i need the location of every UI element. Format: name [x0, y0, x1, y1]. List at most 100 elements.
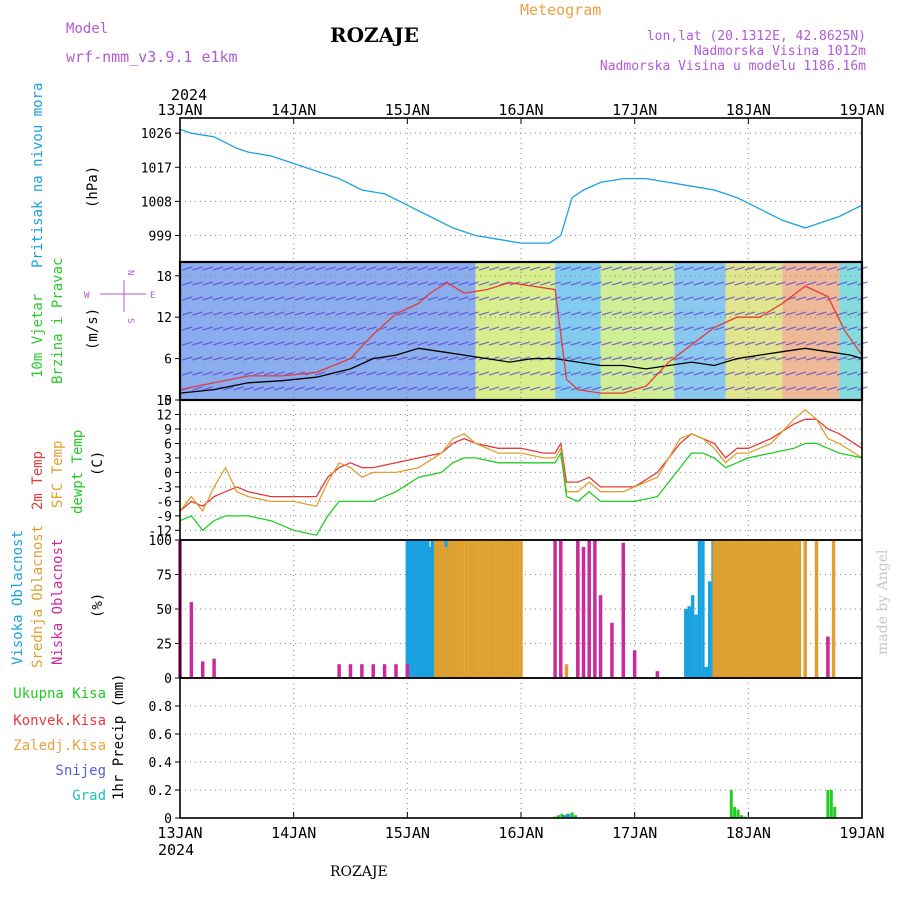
wind-arrow: [529, 386, 541, 391]
wind-arrow: [243, 371, 254, 376]
wind-arrow: [806, 386, 817, 391]
wind-arrow: [284, 386, 295, 391]
wind-arrow: [744, 281, 756, 286]
x-tick-label-bottom: 18JAN: [726, 824, 771, 842]
wind-arrow: [611, 341, 623, 346]
wind-arrow: [417, 371, 428, 376]
wind-arrow: [785, 371, 797, 376]
wind-arrow: [847, 356, 858, 361]
cloud-bar: [495, 540, 499, 678]
wind-arrow: [642, 371, 653, 376]
cloud-bar: [687, 606, 691, 678]
wind-arrow: [826, 281, 837, 286]
wind-arrow: [263, 296, 275, 301]
station-title: ROZAJE: [330, 23, 419, 47]
cloud-bar: [360, 664, 364, 678]
wind-arrow: [724, 341, 735, 346]
y-tick-label: 100: [149, 534, 172, 549]
y-tick-label: -12: [149, 524, 172, 539]
wind-arrow: [621, 296, 633, 301]
wind-arrow: [192, 371, 203, 376]
wind-arrow: [806, 296, 817, 301]
cloud-bar: [803, 540, 807, 678]
wind-arrow: [335, 311, 346, 316]
wind-arrow: [724, 281, 735, 286]
wind-arrow: [335, 371, 346, 376]
y-tick-label: 18: [156, 270, 172, 285]
wind-arrow: [304, 326, 316, 331]
x-tick-label-top: 18JAN: [726, 101, 771, 119]
y-tick-label: 25: [156, 638, 172, 653]
wind-arrow: [550, 281, 561, 286]
wind-arrow: [519, 356, 531, 361]
wind-arrow: [693, 281, 704, 286]
wind-arrow: [581, 311, 592, 316]
compass-east: E: [150, 291, 155, 301]
wind-arrow: [407, 341, 418, 346]
wind-arrow: [407, 311, 418, 316]
wind-arrow: [550, 386, 561, 391]
wind-arrow: [417, 356, 428, 361]
wind-arrow: [243, 341, 254, 346]
wind-arrow: [632, 296, 643, 301]
wind-arrow: [744, 371, 756, 376]
wind-arrow: [212, 266, 224, 271]
wind-arrow: [202, 326, 213, 331]
wind-arrow: [724, 311, 735, 316]
wind-arrow: [642, 356, 653, 361]
wind-arrow: [345, 311, 357, 316]
wind-arrow: [284, 356, 295, 361]
wind-arrow: [448, 341, 459, 346]
precip-bar: [560, 813, 564, 818]
wind-arrow: [673, 296, 684, 301]
cloud-bar: [421, 540, 425, 678]
y-tick-label: 0: [164, 812, 172, 827]
wind-arrow: [734, 326, 745, 331]
wind-arrow: [847, 386, 858, 391]
cloud-bar: [746, 540, 751, 678]
wind-arrow: [478, 311, 490, 316]
wind-arrow: [437, 266, 449, 271]
wind-arrow: [693, 371, 704, 376]
wind-arrow: [427, 386, 438, 391]
wind-arrow: [826, 326, 837, 331]
wind-arrow: [642, 281, 653, 286]
wind-arrow: [724, 296, 735, 301]
wind-arrow: [458, 311, 469, 316]
wind-arrow: [417, 326, 428, 331]
wind-arrow: [478, 386, 490, 391]
wind-arrow: [356, 371, 367, 376]
precip-legend-total: Ukupna Kisa: [13, 686, 106, 702]
wind-arrow: [335, 296, 346, 301]
wind-arrow: [478, 326, 490, 331]
cloud-bar: [632, 650, 637, 678]
cloud-bar: [471, 540, 476, 678]
precip-unit: 1hr Precip (mm): [111, 674, 127, 800]
precip-bar: [574, 815, 578, 818]
cloud-bar: [690, 595, 695, 678]
wind-arrow: [386, 266, 398, 271]
cloud-bar: [348, 664, 353, 678]
wind-arrow: [795, 386, 807, 391]
cloud-bar: [722, 540, 727, 678]
wind-arrow: [652, 296, 664, 301]
wind-arrow: [212, 281, 224, 286]
wind-arrow: [683, 296, 694, 301]
wind-arrow: [581, 371, 592, 376]
wind-arrow: [376, 296, 387, 301]
wind-arrow: [509, 311, 520, 316]
model-label: Model: [66, 21, 108, 37]
wind-arrow: [294, 311, 305, 316]
cloud-label-1: Visoka Oblacnost: [10, 530, 26, 665]
wind-arrow: [304, 341, 316, 346]
cloud-bar: [498, 540, 503, 678]
wind-arrow: [396, 371, 408, 376]
wind-arrow: [714, 341, 725, 346]
wind-arrow: [775, 296, 786, 301]
wind-arrow: [744, 266, 756, 271]
cloud-bar: [739, 540, 744, 678]
cloud-bar: [502, 540, 506, 678]
wind-arrow: [294, 326, 305, 331]
wind-arrow: [407, 386, 418, 391]
